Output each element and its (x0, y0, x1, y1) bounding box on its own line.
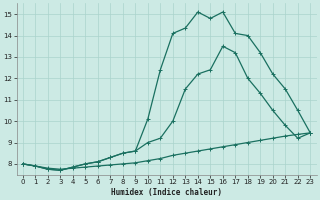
X-axis label: Humidex (Indice chaleur): Humidex (Indice chaleur) (111, 188, 222, 197)
